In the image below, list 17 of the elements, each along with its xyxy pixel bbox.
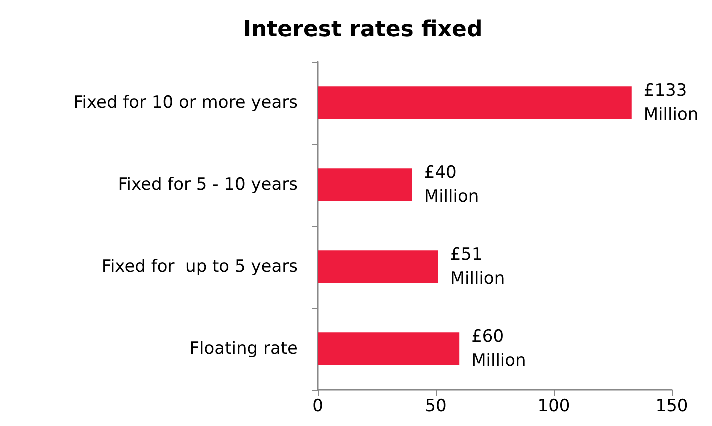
y-tick-label: Fixed for up to 5 years [102,257,298,277]
bar [318,168,412,202]
x-tick-label: 50 [425,396,447,416]
x-tick-label: 0 [312,396,324,416]
y-tick-label: Fixed for 5 - 10 years [118,175,298,195]
x-tick-label: 150 [656,396,688,416]
bar [318,86,632,120]
chart-title: Interest rates fixed [243,18,483,42]
x-tick-label: 100 [538,396,570,416]
data-label: £51 Million [450,245,506,289]
bar [318,332,460,366]
y-tick-label: Fixed for 10 or more years [74,93,298,113]
data-label: £40 Million [424,163,480,207]
bar [318,250,438,284]
data-label: £60 Million [472,327,526,371]
y-tick-label: Floating rate [190,339,298,359]
data-label: £133 Million [644,81,699,125]
